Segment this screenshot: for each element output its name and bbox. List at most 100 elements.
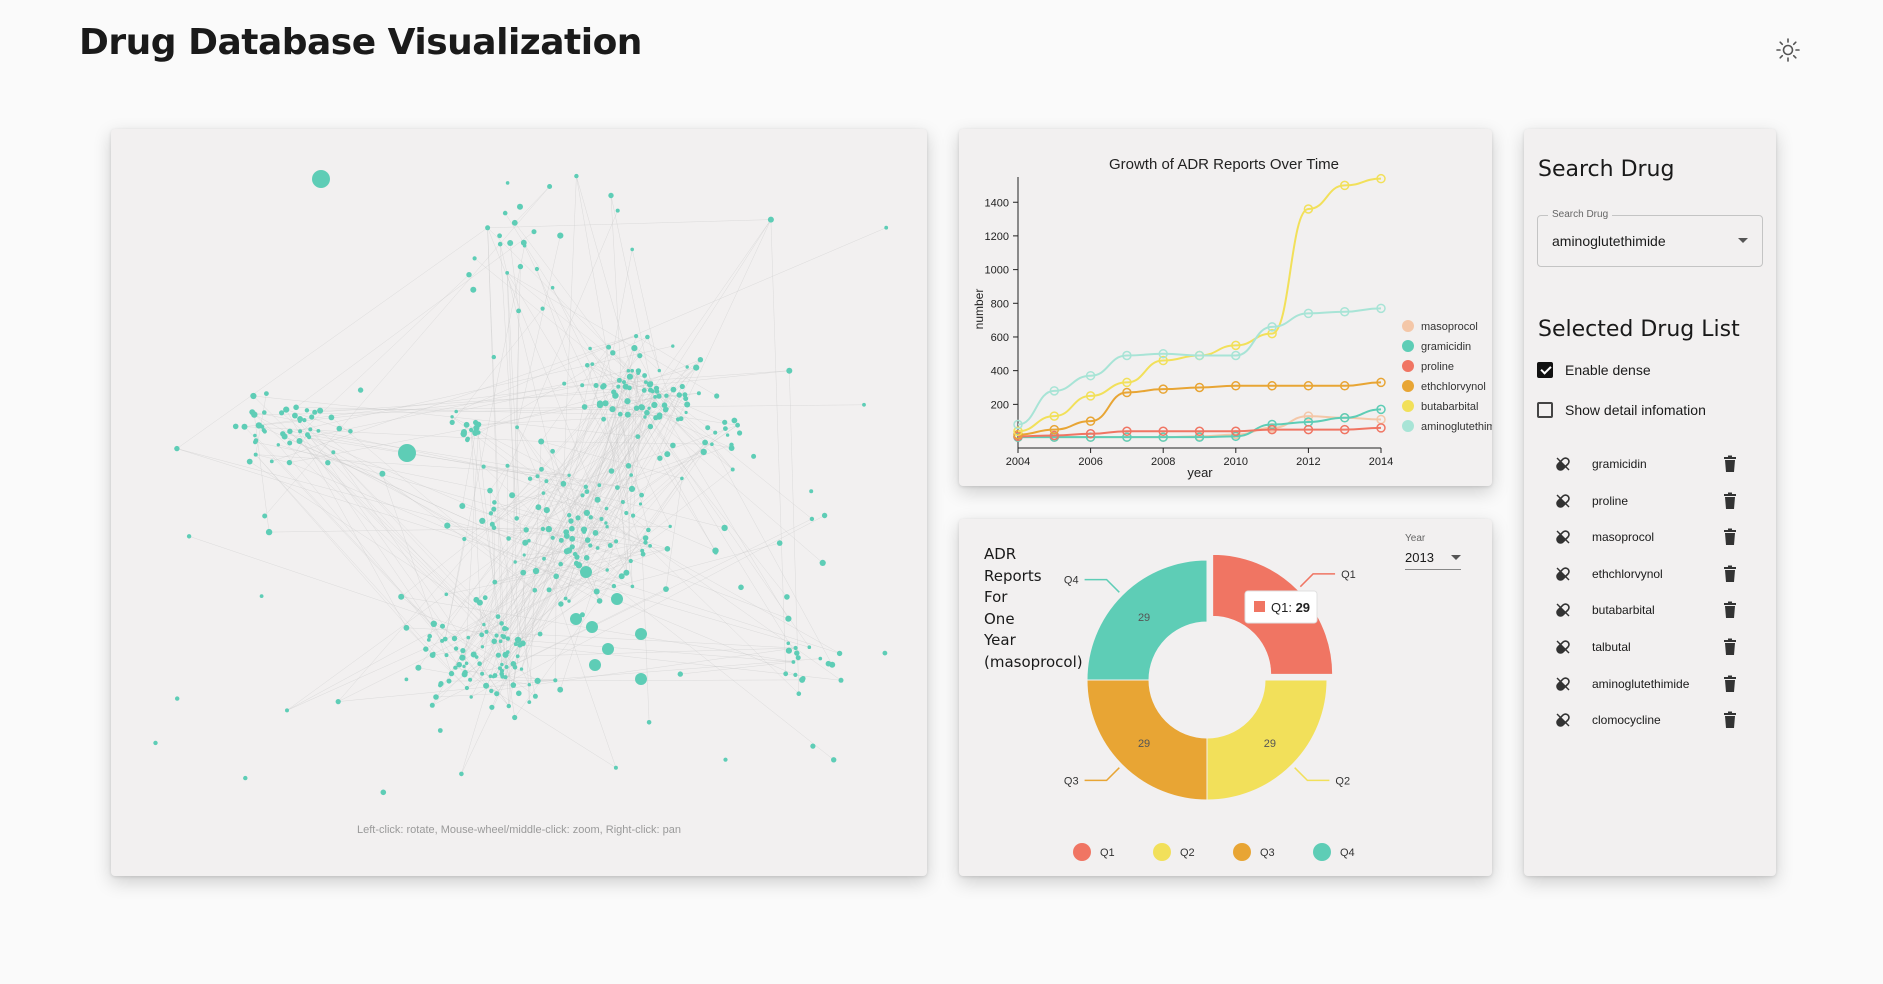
graph-node[interactable] [534, 266, 539, 272]
graph-node[interactable] [567, 599, 571, 603]
graph-node[interactable] [505, 463, 510, 468]
graph-node[interactable] [536, 678, 541, 683]
graph-node[interactable] [250, 392, 257, 400]
graph-node[interactable] [538, 438, 545, 445]
data-point[interactable] [1303, 308, 1314, 319]
graph-node[interactable] [512, 665, 518, 670]
graph-node[interactable] [573, 560, 580, 566]
graph-node[interactable] [580, 566, 592, 578]
graph-node[interactable] [546, 587, 552, 593]
graph-node[interactable] [174, 445, 180, 452]
graph-node[interactable] [442, 636, 448, 642]
graph-node[interactable] [460, 648, 466, 654]
graph-node[interactable] [285, 708, 289, 713]
graph-node[interactable] [276, 443, 280, 447]
graph-node[interactable] [696, 391, 701, 396]
data-point[interactable] [1122, 426, 1132, 437]
graph-node[interactable] [448, 670, 455, 677]
series-line-proline[interactable] [1017, 426, 1382, 438]
graph-node[interactable] [461, 671, 468, 678]
graph-node[interactable] [286, 459, 293, 466]
year-select[interactable]: Year 2013 [1405, 533, 1461, 570]
graph-node[interactable] [499, 621, 504, 626]
graph-node[interactable] [593, 383, 599, 388]
graph-node[interactable] [629, 473, 633, 477]
graph-node[interactable] [462, 536, 467, 542]
graph-node[interactable] [464, 685, 469, 691]
graph-node[interactable] [283, 406, 290, 413]
graph-node[interactable] [668, 524, 672, 529]
graph-node[interactable] [558, 601, 564, 607]
graph-node[interactable] [882, 650, 888, 656]
graph-node[interactable] [693, 364, 700, 371]
graph-node[interactable] [468, 677, 473, 682]
graph-node[interactable] [302, 418, 307, 423]
data-point[interactable] [1158, 355, 1168, 366]
graph-node[interactable] [506, 536, 511, 541]
graph-node[interactable] [505, 271, 510, 275]
series-line-ethchlorvynol[interactable] [1017, 381, 1382, 436]
graph-node[interactable] [821, 512, 828, 519]
graph-node[interactable] [532, 588, 538, 593]
data-point[interactable] [1158, 432, 1168, 442]
graph-node[interactable] [569, 525, 575, 532]
graph-node[interactable] [463, 421, 470, 428]
graph-node[interactable] [664, 393, 669, 398]
graph-node[interactable] [470, 286, 477, 293]
graph-node[interactable] [610, 350, 616, 356]
graph-node[interactable] [437, 728, 443, 733]
graph-node[interactable] [527, 700, 532, 704]
graph-node[interactable] [588, 515, 593, 520]
graph-node[interactable] [492, 673, 498, 678]
graph-node[interactable] [599, 516, 604, 522]
graph-node[interactable] [728, 445, 735, 451]
data-point[interactable] [1085, 391, 1096, 401]
graph-node[interactable] [473, 596, 480, 603]
graph-node[interactable] [281, 433, 288, 440]
graph-node[interactable] [380, 789, 387, 796]
graph-node[interactable] [466, 635, 471, 640]
series-line-aminoglutethimide[interactable] [1017, 307, 1382, 426]
graph-node[interactable] [292, 412, 298, 419]
trash-icon[interactable] [1722, 455, 1738, 473]
adr-quarterly-donut-chart[interactable]: Q1 29 Q2 29 Q3 29 Q4 Q1 Q2 Q3 Q4 Q1: 29 [959, 519, 1492, 876]
graph-node[interactable] [683, 396, 689, 402]
graph-node[interactable] [232, 423, 239, 430]
graph-node[interactable] [495, 614, 501, 619]
sun-icon[interactable] [1772, 34, 1804, 66]
graph-node[interactable] [557, 686, 564, 693]
graph-node[interactable] [637, 353, 643, 359]
checkbox-unchecked-icon[interactable] [1537, 402, 1553, 418]
graph-node[interactable] [423, 646, 429, 652]
graph-node[interactable] [648, 387, 653, 393]
data-point[interactable] [1122, 432, 1132, 442]
graph-node[interactable] [316, 429, 321, 433]
graph-node[interactable] [335, 699, 341, 705]
graph-node[interactable] [317, 407, 324, 414]
graph-node[interactable] [671, 344, 675, 348]
graph-node[interactable] [678, 416, 684, 422]
graph-node[interactable] [429, 702, 435, 708]
data-point[interactable] [1267, 322, 1277, 332]
graph-node[interactable] [430, 620, 437, 627]
graph-node[interactable] [721, 524, 728, 532]
graph-node[interactable] [527, 683, 531, 687]
data-point[interactable] [1267, 424, 1277, 435]
graph-node[interactable] [477, 661, 482, 666]
graph-node[interactable] [545, 525, 552, 533]
graph-node[interactable] [497, 241, 503, 247]
graph-node[interactable] [512, 714, 518, 721]
graph-node[interactable] [646, 720, 652, 725]
graph-node[interactable] [563, 533, 570, 539]
graph-node[interactable] [312, 170, 330, 188]
graph-node[interactable] [796, 691, 802, 696]
graph-node[interactable] [541, 491, 546, 495]
graph-node[interactable] [713, 430, 718, 435]
graph-node[interactable] [614, 539, 619, 544]
graph-node[interactable] [620, 500, 625, 504]
graph-node[interactable] [451, 635, 458, 642]
legend-item-Q1[interactable]: Q1 [1073, 843, 1115, 861]
graph-node[interactable] [586, 621, 598, 633]
legend-item-gramicidin[interactable]: gramicidin [1402, 340, 1471, 353]
graph-node[interactable] [638, 502, 643, 506]
